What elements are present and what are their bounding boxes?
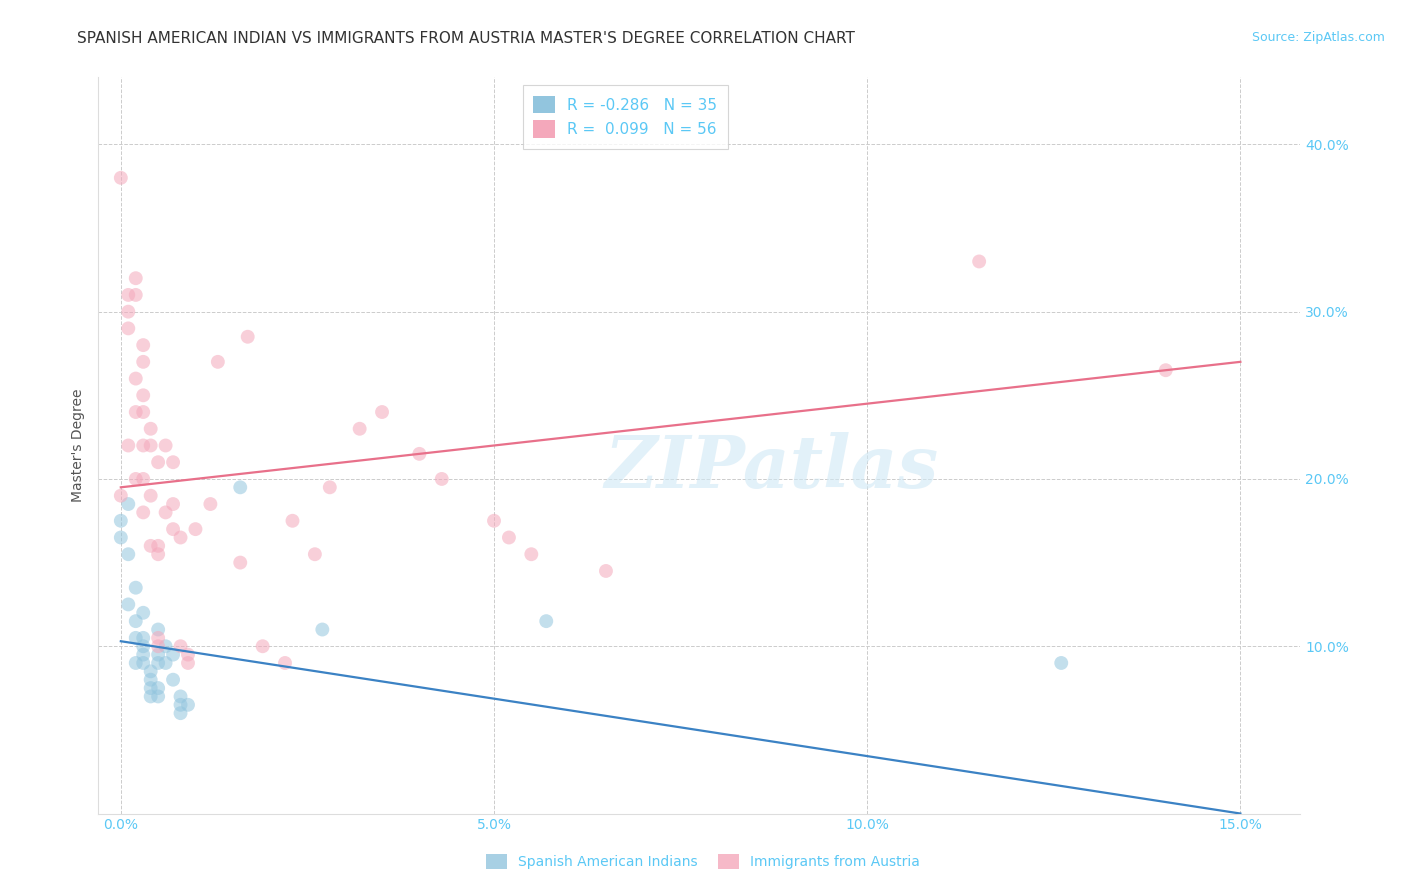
Point [155,656,177,670]
Point [162,455,184,469]
Point [132,405,155,419]
Point [146,623,169,637]
Point [162,522,184,536]
Point [125,614,148,628]
Point [200,497,222,511]
Point [146,681,169,695]
Point [132,656,155,670]
Point [252,639,274,653]
Point [139,681,162,695]
Point [117,288,139,302]
Point [139,489,162,503]
Point [177,698,200,712]
Point [349,422,371,436]
Point [139,665,162,679]
Point [169,706,191,721]
Point [498,531,520,545]
Point [967,254,990,268]
Point [1050,656,1073,670]
Text: ZIPatlas: ZIPatlas [605,432,938,503]
Point [117,547,139,561]
Point [408,447,430,461]
Point [236,330,259,344]
Point [139,422,162,436]
Y-axis label: Master's Degree: Master's Degree [72,389,86,502]
Point [125,271,148,285]
Point [155,438,177,452]
Text: Source: ZipAtlas.com: Source: ZipAtlas.com [1251,31,1385,45]
Point [132,606,155,620]
Point [117,321,139,335]
Point [125,405,148,419]
Point [132,505,155,519]
Point [184,522,207,536]
Point [132,639,155,653]
Point [132,472,155,486]
Point [146,539,169,553]
Point [430,472,453,486]
Point [169,639,191,653]
Point [125,656,148,670]
Point [110,514,132,528]
Point [146,639,169,653]
Point [146,648,169,662]
Point [125,472,148,486]
Point [281,514,304,528]
Point [146,656,169,670]
Point [146,455,169,469]
Point [146,631,169,645]
Point [229,556,252,570]
Point [177,656,200,670]
Point [274,656,297,670]
Point [169,531,191,545]
Point [139,690,162,704]
Point [132,631,155,645]
Point [1154,363,1177,377]
Point [304,547,326,561]
Point [162,673,184,687]
Point [229,480,252,494]
Point [132,355,155,369]
Point [311,623,333,637]
Point [132,438,155,452]
Point [155,505,177,519]
Point [132,648,155,662]
Point [162,648,184,662]
Point [371,405,394,419]
Point [110,489,132,503]
Point [125,631,148,645]
Point [146,690,169,704]
Point [132,388,155,402]
Point [139,673,162,687]
Point [520,547,543,561]
Point [139,438,162,452]
Point [177,648,200,662]
Text: SPANISH AMERICAN INDIAN VS IMMIGRANTS FROM AUSTRIA MASTER'S DEGREE CORRELATION C: SPANISH AMERICAN INDIAN VS IMMIGRANTS FR… [77,31,855,46]
Point [139,539,162,553]
Point [207,355,229,369]
Point [319,480,342,494]
Legend: Spanish American Indians, Immigrants from Austria: Spanish American Indians, Immigrants fro… [479,847,927,876]
Point [595,564,617,578]
Point [146,547,169,561]
Point [162,497,184,511]
Point [125,581,148,595]
Point [132,338,155,352]
Point [155,639,177,653]
Point [125,371,148,385]
Point [169,698,191,712]
Point [110,531,132,545]
Point [536,614,558,628]
Point [110,170,132,185]
Point [117,304,139,318]
Point [482,514,505,528]
Point [117,497,139,511]
Point [117,598,139,612]
Point [125,288,148,302]
Legend: R = -0.286   N = 35, R =  0.099   N = 56: R = -0.286 N = 35, R = 0.099 N = 56 [523,85,728,149]
Point [169,690,191,704]
Point [117,438,139,452]
